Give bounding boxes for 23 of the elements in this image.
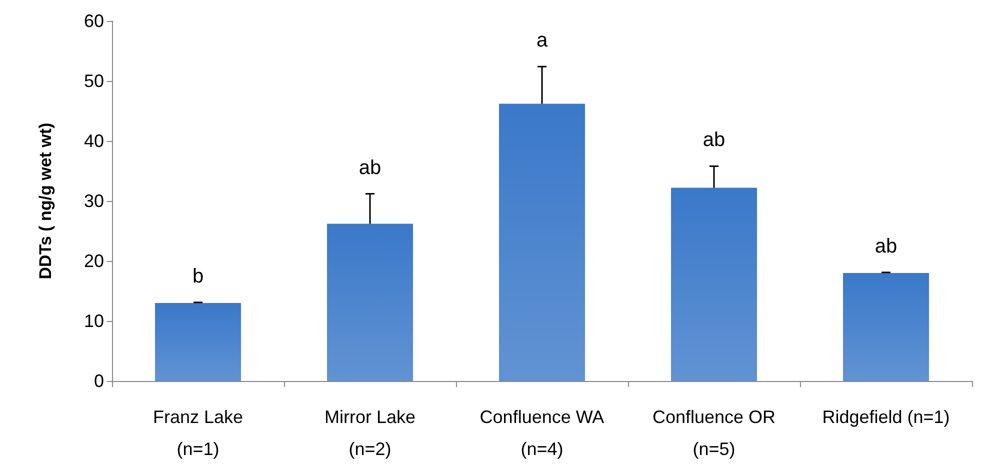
y-tick-label: 30 <box>84 191 104 211</box>
x-tick-label: Franz Lake (n=1) <box>152 407 244 459</box>
x-tick-label: Ridgefield (n=1) <box>822 407 950 427</box>
x-tick-label: Confluence OR (n=5) <box>652 407 776 459</box>
bar <box>843 273 929 381</box>
x-tick-label: Mirror Lake (n=2) <box>324 407 416 459</box>
annotation: b <box>192 265 204 288</box>
y-tick-label: 0 <box>94 371 104 391</box>
y-tick-label: 10 <box>84 311 104 331</box>
bar <box>499 104 585 381</box>
y-tick-label: 40 <box>84 131 104 151</box>
y-tick-label: 60 <box>84 11 104 31</box>
bar <box>155 303 241 381</box>
annotation: ab <box>874 235 898 258</box>
bar <box>327 224 413 381</box>
x-tick-label: Confluence WA (n=4) <box>480 407 604 459</box>
y-tick-label: 50 <box>84 71 104 91</box>
annotation: ab <box>358 156 382 179</box>
bar <box>671 188 757 381</box>
annotation: ab <box>702 129 726 152</box>
y-axis-title: DDTs ( ng/g wet wt) <box>36 122 55 280</box>
annotation: a <box>536 30 548 52</box>
y-tick-label: 20 <box>84 251 104 271</box>
